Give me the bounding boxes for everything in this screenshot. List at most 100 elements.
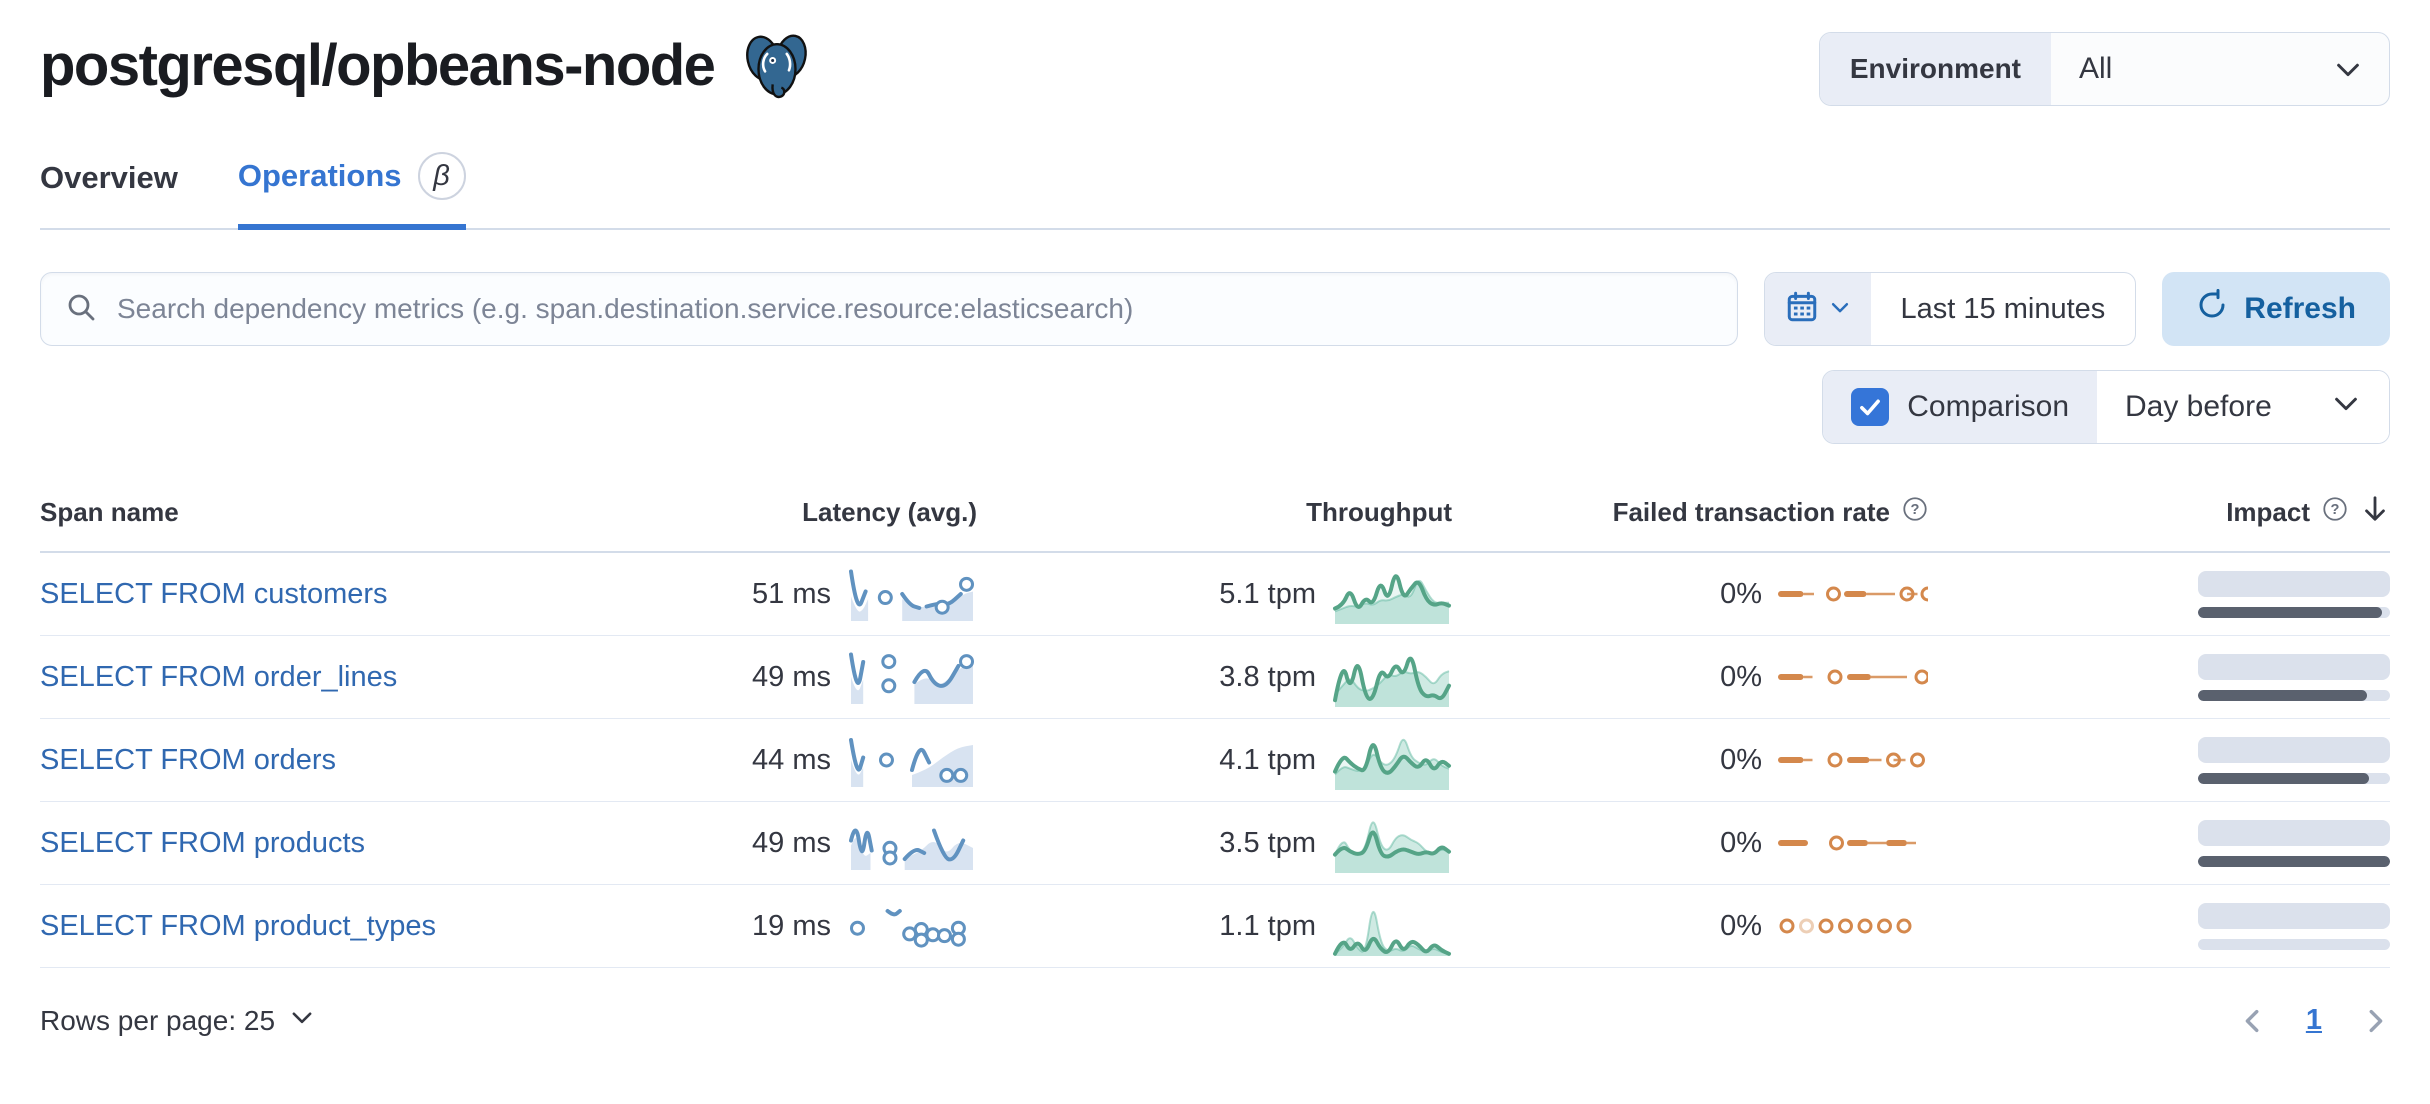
latency-cell: 51 ms <box>740 565 977 623</box>
comparison-checkbox[interactable] <box>1851 388 1890 426</box>
table-footer: Rows per page: 25 1 <box>40 1004 2390 1037</box>
search-icon <box>65 291 97 328</box>
question-circle-icon[interactable]: ? <box>2322 496 2348 529</box>
title-wrap: postgresql/opbeans-node <box>40 26 814 104</box>
impact-bar-current <box>2198 570 2390 597</box>
failed-rate-value: 0% <box>1720 909 1762 942</box>
previous-page-icon[interactable] <box>2238 1006 2268 1036</box>
comparison-prepend: Comparison <box>1823 371 2097 443</box>
span-name-cell: SELECT FROM product_types <box>40 910 740 943</box>
span-name-link[interactable]: SELECT FROM product_types <box>40 909 436 942</box>
failed-rate-sparkline <box>1778 752 1925 768</box>
table-body: SELECT FROM customers 51 ms 5.1 tpm 0% S… <box>40 553 2390 968</box>
comparison-row: Comparison Day before <box>40 370 2390 444</box>
svg-text:?: ? <box>2331 502 2340 518</box>
impact-bar-current <box>2198 819 2390 846</box>
search-input[interactable] <box>115 292 1713 326</box>
failed-rate-sparkline <box>1778 669 1928 685</box>
throughput-value: 5.1 tpm <box>1219 577 1316 610</box>
svg-text:?: ? <box>1911 502 1920 518</box>
failed-rate-value: 0% <box>1720 660 1762 693</box>
tab-overview-label: Overview <box>40 160 178 195</box>
chevron-down-icon <box>2333 33 2389 105</box>
throughput-sparkline <box>1333 656 1451 707</box>
next-page-icon[interactable] <box>2360 1006 2390 1036</box>
comparison-select[interactable]: Day before <box>2097 371 2389 443</box>
table-row: SELECT FROM order_lines 49 ms 3.8 tpm 0% <box>40 636 2390 719</box>
span-name-link[interactable]: SELECT FROM orders <box>40 743 336 776</box>
failed-rate-cell: 0% <box>1452 744 1928 777</box>
sort-desc-icon[interactable] <box>2360 494 2390 531</box>
throughput-value: 3.5 tpm <box>1219 826 1316 859</box>
impact-cell <box>1928 570 2390 618</box>
environment-select[interactable]: Environment All <box>1818 32 2390 106</box>
span-name-link[interactable]: SELECT FROM customers <box>40 577 388 610</box>
throughput-value: 4.1 tpm <box>1219 743 1316 776</box>
tab-bar: Overview Operations β <box>40 152 2390 230</box>
failed-rate-cell: 0% <box>1452 661 1928 694</box>
latency-sparkline <box>849 569 975 621</box>
column-throughput[interactable]: Throughput <box>1306 497 1452 527</box>
tab-overview[interactable]: Overview <box>40 152 178 228</box>
postgresql-icon <box>740 26 814 104</box>
throughput-sparkline <box>1333 821 1451 873</box>
rows-per-page-button[interactable]: Rows per page: 25 <box>40 1004 315 1037</box>
latency-value: 49 ms <box>752 826 831 859</box>
comparison-label: Comparison <box>1907 390 2069 423</box>
latency-cell: 19 ms <box>740 897 977 955</box>
page-header: postgresql/opbeans-node Environmen <box>40 0 2390 106</box>
tab-operations[interactable]: Operations β <box>237 152 466 230</box>
column-span-name[interactable]: Span name <box>40 497 179 527</box>
page-title: postgresql/opbeans-node <box>40 32 716 98</box>
latency-sparkline <box>849 909 966 948</box>
column-failed-rate[interactable]: Failed transaction rate ? <box>1452 496 1928 529</box>
date-picker-prepend[interactable] <box>1764 273 1871 345</box>
failed-rate-value: 0% <box>1720 826 1762 859</box>
time-range-value[interactable]: Last 15 minutes <box>1900 292 2106 325</box>
latency-value: 19 ms <box>752 909 831 942</box>
comparison-value: Day before <box>2125 390 2272 423</box>
impact-bar-current <box>2198 653 2390 680</box>
chevron-down-icon <box>1829 296 1851 323</box>
failed-rate-cell: 0% <box>1452 827 1928 860</box>
throughput-cell: 4.1 tpm <box>977 728 1452 792</box>
latency-sparkline <box>849 828 973 870</box>
throughput-sparkline <box>1333 738 1451 790</box>
table-row: SELECT FROM products 49 ms 3.5 tpm 0% <box>40 802 2390 885</box>
latency-cell: 49 ms <box>740 814 977 872</box>
latency-cell: 49 ms <box>740 648 977 706</box>
table-row: SELECT FROM customers 51 ms 5.1 tpm 0% <box>40 553 2390 636</box>
throughput-cell: 5.1 tpm <box>977 562 1452 626</box>
refresh-button[interactable]: Refresh <box>2162 272 2390 346</box>
span-name-cell: SELECT FROM order_lines <box>40 661 740 694</box>
span-name-link[interactable]: SELECT FROM products <box>40 826 366 859</box>
impact-bar-current <box>2198 736 2390 763</box>
failed-rate-cell: 0% <box>1452 578 1928 611</box>
failed-rate-value: 0% <box>1720 577 1762 610</box>
failed-rate-sparkline <box>1778 835 1916 851</box>
latency-value: 51 ms <box>752 577 831 610</box>
time-range-picker[interactable]: Last 15 minutes <box>1763 272 2137 346</box>
impact-bar-previous <box>2198 606 2390 618</box>
span-name-cell: SELECT FROM customers <box>40 578 740 611</box>
table-row: SELECT FROM product_types 19 ms 1.1 tpm … <box>40 885 2390 968</box>
chevron-down-icon <box>289 1004 315 1037</box>
latency-value: 49 ms <box>752 660 831 693</box>
latency-cell: 44 ms <box>740 731 977 789</box>
span-name-link[interactable]: SELECT FROM order_lines <box>40 660 398 693</box>
impact-cell <box>1928 819 2390 867</box>
column-impact[interactable]: Impact ? <box>1928 494 2390 531</box>
tab-operations-label: Operations <box>237 158 402 193</box>
span-name-cell: SELECT FROM products <box>40 827 740 860</box>
impact-bar-previous <box>2198 938 2390 950</box>
failed-rate-sparkline <box>1779 918 1912 934</box>
comparison-control: Comparison Day before <box>1822 370 2390 444</box>
throughput-value: 3.8 tpm <box>1219 660 1316 693</box>
column-latency[interactable]: Latency (avg.) <box>802 497 977 527</box>
throughput-sparkline <box>1333 574 1451 624</box>
page-number[interactable]: 1 <box>2305 1004 2322 1036</box>
search-box[interactable] <box>40 272 1738 346</box>
question-circle-icon[interactable]: ? <box>1902 496 1928 529</box>
environment-label: Environment <box>1819 33 2051 105</box>
latency-sparkline <box>849 652 975 704</box>
